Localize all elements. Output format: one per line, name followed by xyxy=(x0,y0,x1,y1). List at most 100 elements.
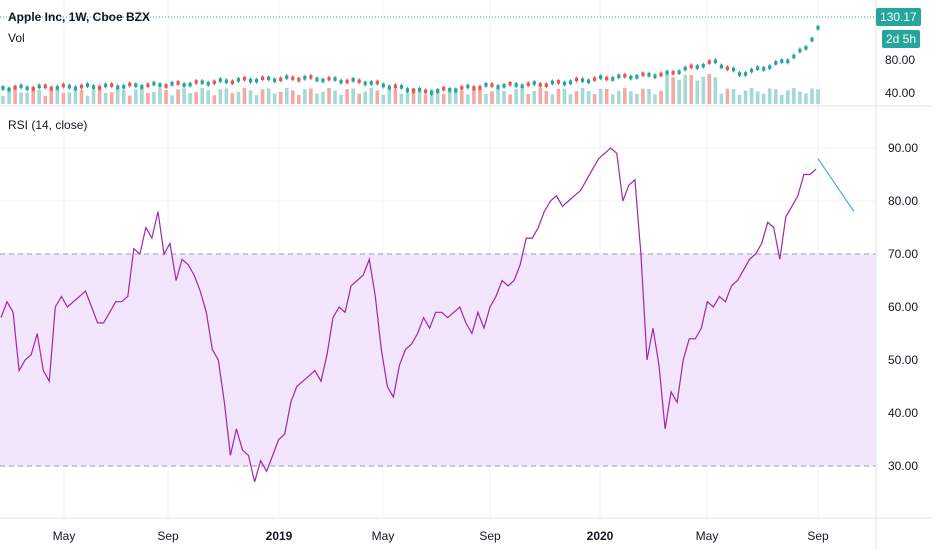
volume-bar xyxy=(115,88,120,104)
candle-body xyxy=(297,77,301,82)
chart-title: Apple Inc, 1W, Cboe BZX xyxy=(8,10,151,24)
candle-body xyxy=(134,83,138,87)
candle-body xyxy=(61,83,65,88)
volume-bar xyxy=(309,88,313,104)
candle-body xyxy=(67,84,72,89)
candle-body xyxy=(176,81,180,85)
volume-bar xyxy=(260,89,265,104)
candle-body xyxy=(629,75,633,80)
volume-bar xyxy=(665,74,669,104)
candle-body xyxy=(810,37,814,42)
candle-body xyxy=(526,82,530,87)
volume-bar xyxy=(647,88,651,104)
candle-body xyxy=(442,86,446,91)
candle-body xyxy=(31,86,35,91)
rsi-tick-label: 50.00 xyxy=(888,353,918,367)
candle-body xyxy=(315,77,319,82)
candle-body xyxy=(538,83,542,87)
volume-bar xyxy=(478,88,482,104)
volume-bar xyxy=(248,90,253,104)
candle-body xyxy=(405,88,410,92)
candle-body xyxy=(731,67,736,72)
volume-bar xyxy=(242,88,247,104)
volume-bar xyxy=(550,94,555,104)
candle-body xyxy=(508,81,512,86)
volume-bar xyxy=(152,92,156,104)
volume-bar xyxy=(731,89,736,104)
volume-bar xyxy=(61,92,66,104)
candle-body xyxy=(7,87,11,92)
candle-body xyxy=(327,76,331,81)
candle-body xyxy=(466,84,470,89)
volume-bar xyxy=(236,91,241,104)
candle-body xyxy=(574,77,579,82)
candle-body xyxy=(599,75,603,79)
candle-body xyxy=(514,83,518,87)
volume-bar xyxy=(212,95,217,104)
volume-bar xyxy=(327,88,331,104)
volume-bar xyxy=(200,88,205,104)
candle-body xyxy=(520,84,524,89)
volume-bar xyxy=(303,89,307,104)
volume-bar xyxy=(381,94,386,104)
volume-bar xyxy=(629,91,633,104)
candle-body xyxy=(689,64,693,69)
candle-body xyxy=(484,83,488,87)
candle-body xyxy=(671,70,675,75)
volume-bar xyxy=(411,88,416,104)
candle-body xyxy=(725,66,730,71)
candle-body xyxy=(254,78,259,83)
candle-body xyxy=(593,77,597,81)
price-tick-label: 80.00 xyxy=(885,53,915,67)
x-tick-label: Sep xyxy=(479,529,501,543)
x-tick-label: 2019 xyxy=(266,529,293,543)
volume-bar xyxy=(460,90,464,104)
x-tick-label: Sep xyxy=(807,529,829,543)
candle-body xyxy=(206,82,210,86)
candle-body xyxy=(104,83,108,88)
volume-bar xyxy=(369,88,374,104)
volume-bar xyxy=(659,90,663,104)
candle-body xyxy=(774,61,778,65)
volume-bar xyxy=(218,89,223,104)
volume-bar xyxy=(182,88,186,104)
candle-body xyxy=(780,59,784,63)
candle-body xyxy=(146,83,150,88)
volume-bar xyxy=(677,79,681,104)
volume-bar xyxy=(623,88,627,104)
volume-bar xyxy=(405,91,410,104)
volume-bar xyxy=(592,94,597,104)
volume-bar xyxy=(254,95,259,104)
candle-body xyxy=(647,72,651,77)
candle-body xyxy=(224,79,228,84)
volume-bar xyxy=(224,88,229,104)
candle-body xyxy=(303,75,307,80)
volume-bar xyxy=(109,92,114,104)
volume-bar xyxy=(695,80,700,104)
candle-body xyxy=(164,84,168,88)
volume-bar xyxy=(85,95,90,104)
volume-bar xyxy=(25,92,29,104)
volume-bar xyxy=(641,88,645,104)
candle-body xyxy=(37,84,41,89)
candle-body xyxy=(635,75,639,79)
candle-body xyxy=(707,60,711,64)
candle-body xyxy=(116,85,120,90)
volume-bar xyxy=(13,88,17,104)
candle-body xyxy=(544,83,548,88)
volume-bar xyxy=(441,93,446,104)
candle-body xyxy=(568,80,573,85)
volume-bar xyxy=(556,88,561,104)
candle-body xyxy=(490,83,494,87)
candle-body xyxy=(430,91,434,95)
volume-bar xyxy=(810,88,814,104)
candle-body xyxy=(200,80,204,84)
volume-bar xyxy=(43,95,48,104)
volume-label: Vol xyxy=(8,31,25,45)
volume-bar xyxy=(91,89,96,104)
volume-bar xyxy=(719,93,724,104)
candle-body xyxy=(502,84,506,88)
volume-bar xyxy=(798,91,802,104)
candle-body xyxy=(580,78,585,82)
